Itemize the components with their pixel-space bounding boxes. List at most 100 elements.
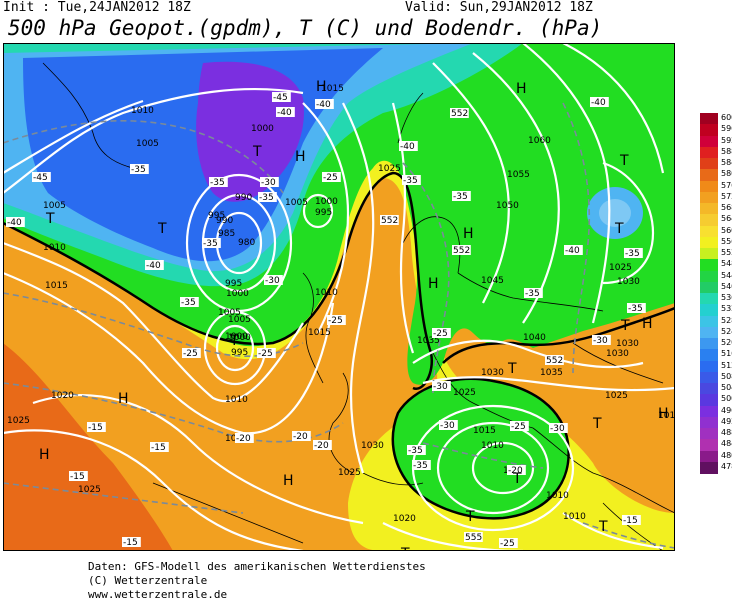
- scale-label: 584: [721, 158, 732, 167]
- high-pressure-marker: H: [283, 473, 294, 489]
- scale-label: 572: [721, 191, 732, 201]
- temperature-label-bg: [276, 107, 295, 117]
- geopotential-label-bg: [450, 108, 469, 118]
- isobar-label: 1035: [417, 336, 440, 346]
- scale-label: 532: [721, 304, 732, 314]
- isobar-label: 995: [231, 348, 248, 358]
- temperature-label: -25: [433, 329, 448, 339]
- isobar-label: 1025: [378, 164, 401, 174]
- scale-swatch: [700, 416, 718, 429]
- scale-swatch: [700, 428, 718, 440]
- high-pressure-marker: H: [463, 226, 474, 242]
- isobar-label: 1005: [136, 139, 159, 149]
- isobar-label: 1030: [616, 339, 639, 349]
- temperature-label: -25: [511, 422, 526, 432]
- scale-label: 548: [721, 259, 732, 269]
- geopotential-label: 552: [546, 356, 563, 366]
- temperature-label-bg: [524, 288, 543, 298]
- temperature-label: -30: [261, 178, 276, 188]
- isobar-label: 1010: [546, 491, 569, 501]
- temperature-label-bg: [412, 460, 431, 470]
- temperature-label: -35: [453, 192, 468, 202]
- temperature-label-bg: [439, 420, 458, 430]
- temperature-label-bg: [130, 164, 149, 174]
- temperature-label: -25: [323, 173, 338, 183]
- temperature-label-bg: [260, 177, 279, 187]
- temperature-label-bg: [209, 177, 228, 187]
- scale-label: 588: [721, 146, 732, 156]
- scale-swatch: [700, 394, 718, 406]
- temperature-label-bg: [264, 275, 283, 285]
- scale-label: 600: [721, 113, 732, 122]
- geopotential-label: 552: [453, 246, 470, 256]
- scale-swatch: [700, 326, 718, 339]
- isobar-label: 1000: [226, 289, 249, 299]
- temperature-label: -40: [400, 142, 415, 152]
- temperature-label: -40: [316, 100, 331, 110]
- geopotential-label-bg: [545, 355, 564, 365]
- temperature-label: -15: [88, 423, 103, 433]
- isobar-label: 1000: [225, 332, 248, 342]
- scale-swatch: [700, 225, 718, 238]
- scale-swatch: [700, 169, 718, 181]
- isobar-label: 1010: [315, 288, 338, 298]
- low-pressure-marker: T: [229, 333, 239, 349]
- temperature-label-bg: [182, 348, 201, 358]
- isobar-label: 1055: [507, 170, 530, 180]
- scale-label: 500: [721, 394, 732, 404]
- temperature-label-bg: [402, 175, 421, 185]
- temperature-label: -15: [623, 516, 638, 526]
- scale-swatch: [700, 371, 718, 384]
- temperature-label-bg: [87, 422, 106, 432]
- field-cold-east-core: [599, 199, 631, 227]
- temperature-label: -40: [591, 98, 606, 108]
- scale-swatch: [700, 405, 718, 418]
- temperature-label: -35: [259, 193, 274, 203]
- temperature-label: -45: [273, 93, 288, 103]
- temperature-label: -20: [236, 434, 251, 444]
- isobar-label: 995: [315, 208, 332, 218]
- temperature-label: -40: [277, 108, 292, 118]
- geopot-552-line: [3, 171, 434, 390]
- temperature-label-bg: [407, 445, 426, 455]
- low-pressure-marker: T: [592, 416, 602, 432]
- low-pressure-marker: T: [157, 221, 167, 237]
- temperature-label: -35: [131, 165, 146, 175]
- temperature-label-bg: [272, 92, 291, 102]
- scale-swatch: [700, 281, 718, 294]
- isobar-label: 1010: [131, 106, 154, 116]
- isobar-label: 1005: [218, 308, 241, 318]
- isobar-label: 1015: [473, 426, 496, 436]
- temperature-label: -15: [70, 472, 85, 482]
- scale-swatch: [700, 146, 718, 159]
- scale-swatch: [700, 338, 718, 350]
- scale-label: 520: [721, 338, 732, 347]
- scale-label: 478: [721, 461, 732, 471]
- temperature-label: -15: [123, 538, 138, 548]
- scale-label: 488: [721, 428, 732, 437]
- footer-copyright: (C) Wetterzentrale: [88, 574, 208, 587]
- scale-swatch: [700, 383, 718, 395]
- scale-label: 492: [721, 416, 732, 426]
- color-scale: [700, 113, 718, 474]
- temperature-label-bg: [499, 538, 518, 548]
- isobars: [3, 43, 675, 551]
- scale-label: 504: [721, 383, 732, 392]
- temperature-label: -15: [151, 443, 166, 453]
- temperature-label-bg: [627, 303, 646, 313]
- geopotential-label-bg: [464, 532, 483, 542]
- temperature-label-bg: [564, 245, 583, 255]
- scale-swatch: [700, 236, 718, 249]
- scale-label: 556: [721, 236, 732, 246]
- isobar-label: 1025: [453, 388, 476, 398]
- temperature-label-bg: [624, 248, 643, 258]
- temperature-label: -40: [146, 261, 161, 271]
- temperature-label-bg: [202, 238, 221, 248]
- scale-swatch: [700, 124, 718, 136]
- scale-swatch: [700, 180, 718, 193]
- high-pressure-marker: H: [118, 391, 129, 407]
- temperature-label: -35: [181, 298, 196, 308]
- temperature-label: -35: [403, 176, 418, 186]
- scale-swatch: [700, 259, 718, 271]
